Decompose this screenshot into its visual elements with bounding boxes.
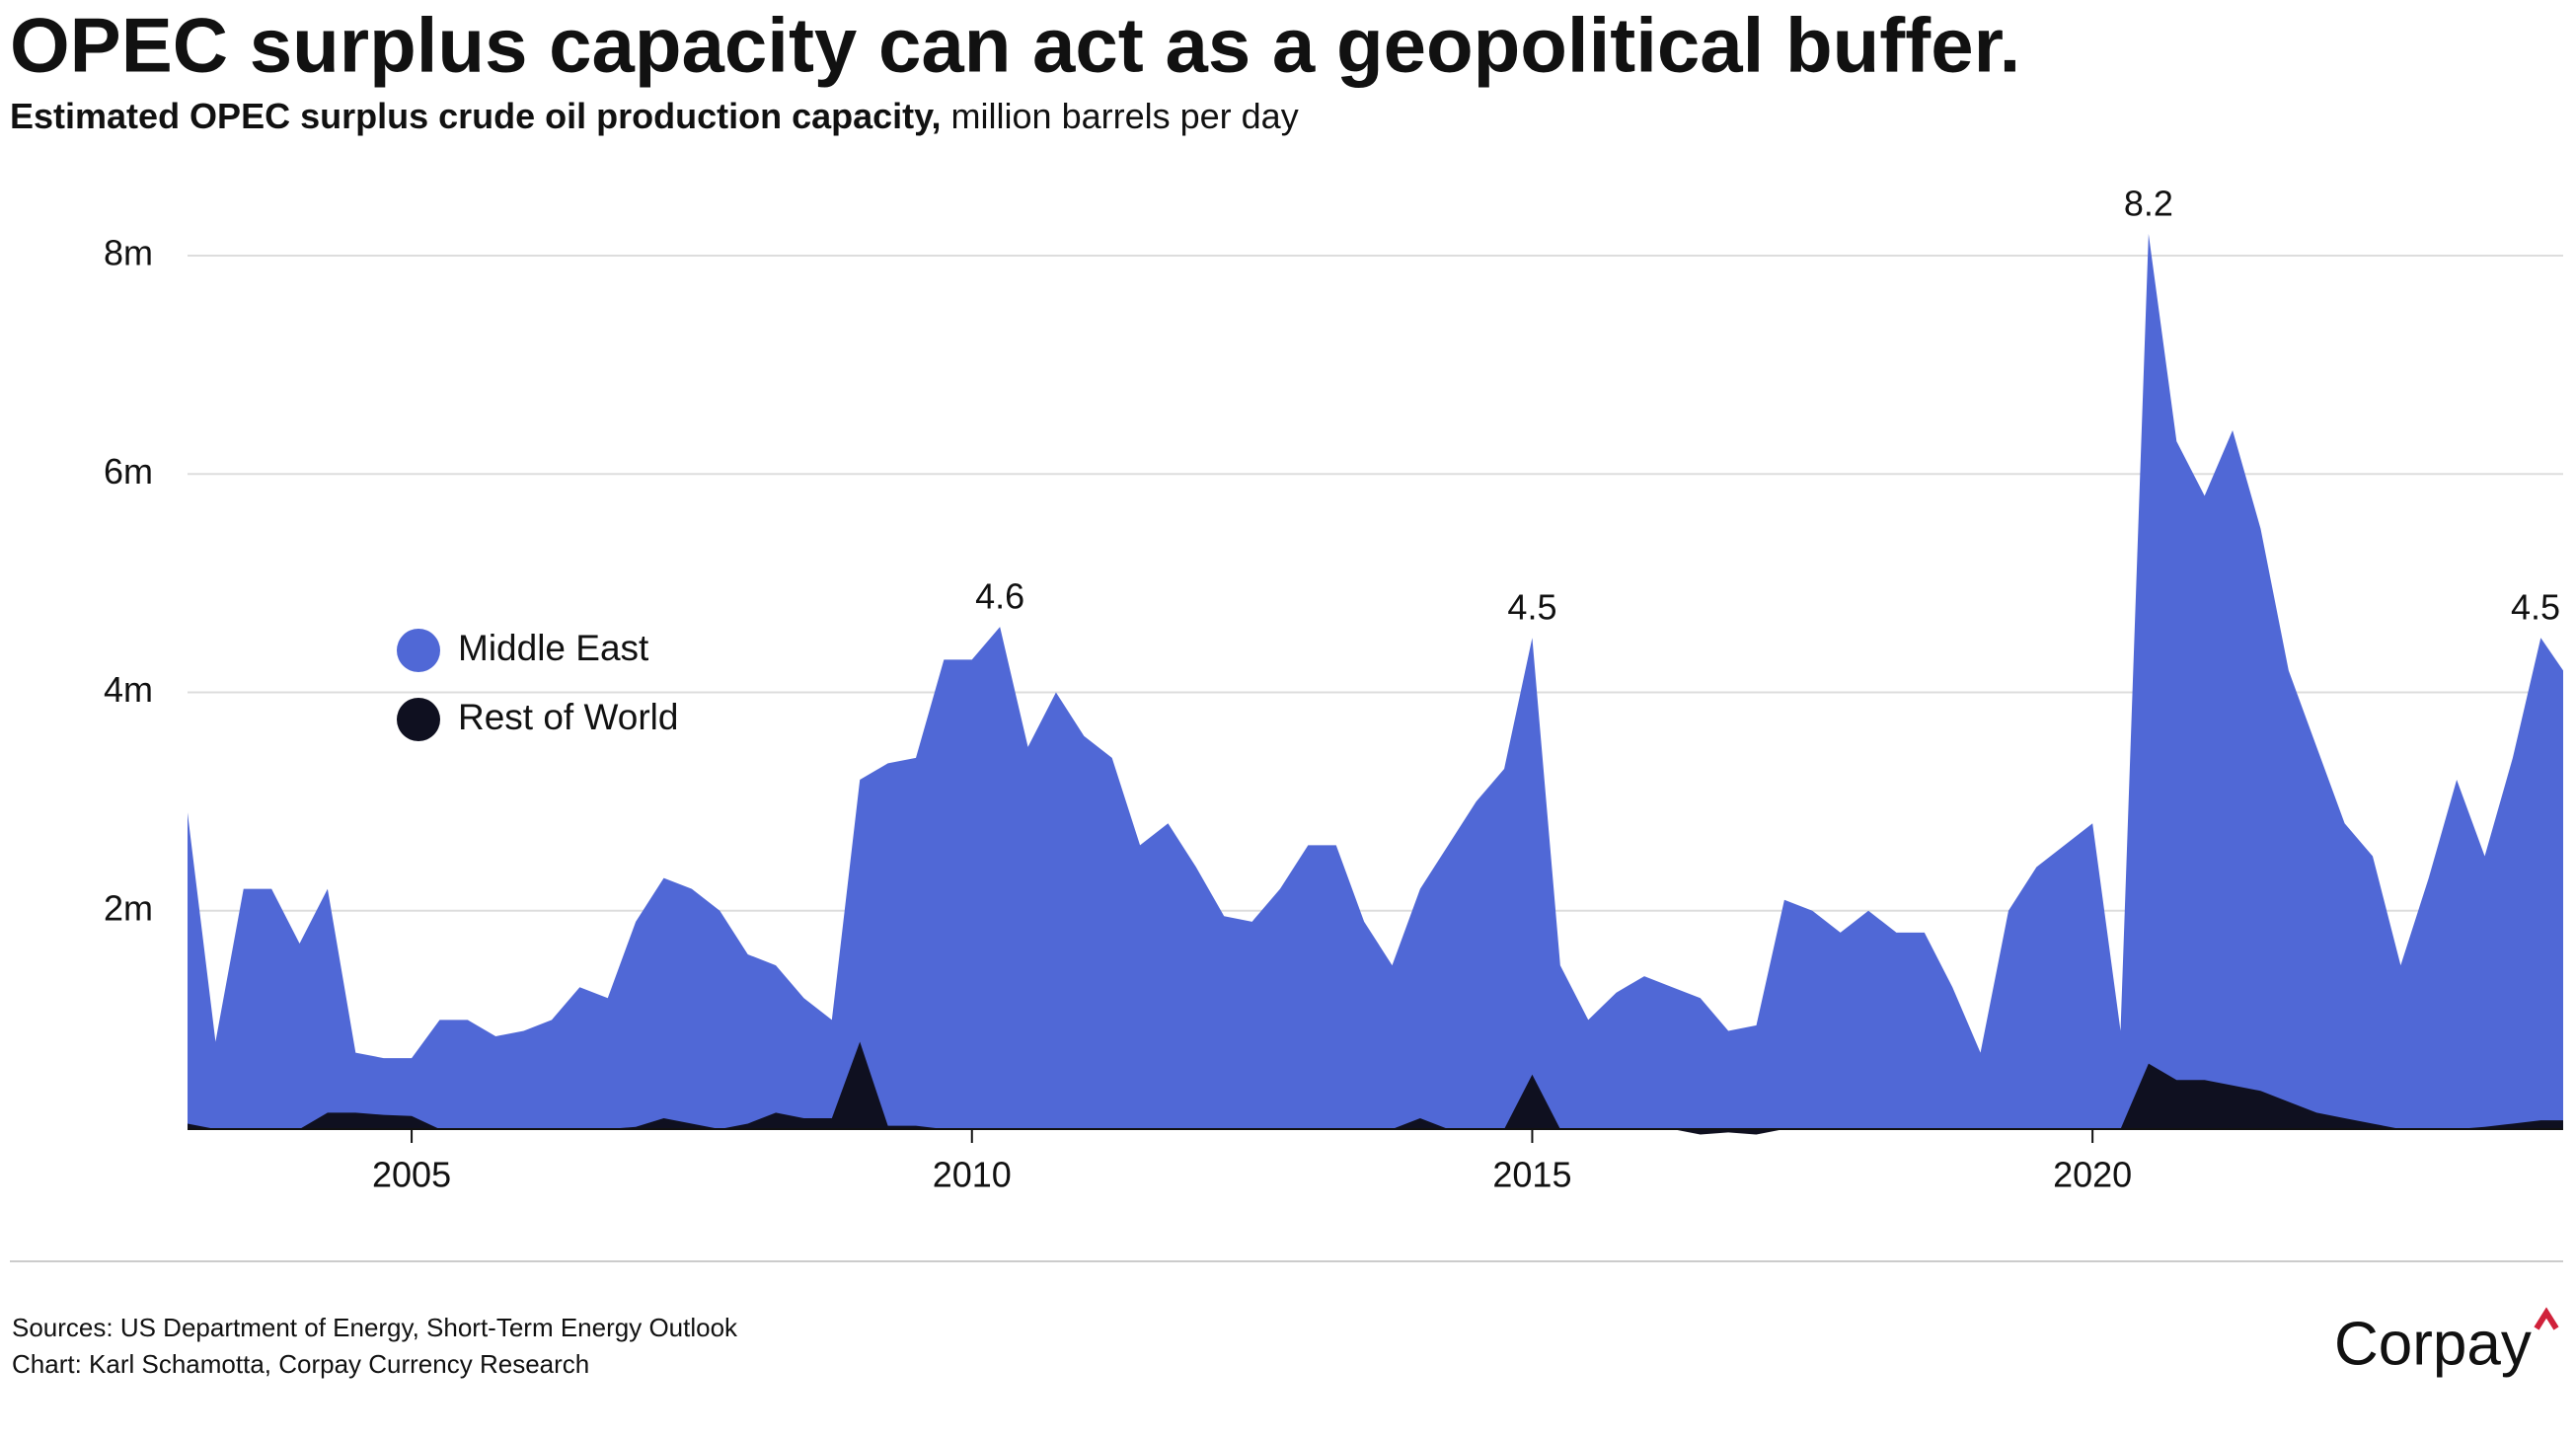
peak-label: 4.6 [975, 576, 1024, 617]
peak-label: 4.5 [1507, 587, 1556, 628]
x-tick-label: 2005 [372, 1155, 451, 1195]
y-tick-label: 8m [104, 233, 153, 273]
peak-label: 8.2 [2124, 183, 2173, 223]
peak-label: 4.5 [2511, 587, 2560, 628]
chart-subtitle: Estimated OPEC surplus crude oil product… [10, 96, 1299, 136]
area [188, 233, 2563, 1129]
legend-label: Middle East [458, 628, 649, 668]
plot: 2m 4m 6m 8m 2005 2010 2015 2020 4.6 4.5 8.2 4.5 Midd… [104, 183, 2563, 1195]
brand-caret [2534, 1307, 2559, 1330]
subtitle-units: million barrels per day [951, 96, 1299, 136]
y-tick-label: 4m [104, 669, 153, 710]
y-tick-label: 6m [104, 451, 153, 492]
legend-label: Rest of World [458, 697, 678, 737]
subtitle-main: Estimated OPEC surplus crude oil product… [10, 96, 942, 136]
sources: Sources: US Department of Energy, Short-… [12, 1313, 738, 1342]
x-tick-label: 2015 [1492, 1155, 1571, 1195]
legend-swatch [397, 698, 440, 741]
y-tick-label: 2m [104, 887, 153, 928]
brand-logo: Corpay [2334, 1310, 2532, 1378]
chart-title: OPEC surplus capacity can act as a geopo… [10, 2, 2020, 89]
area [188, 1041, 2563, 1135]
legend-swatch [397, 629, 440, 672]
x-tick-label: 2020 [2053, 1155, 2132, 1195]
credit: Chart: Karl Schamotta, Corpay Currency R… [12, 1349, 589, 1379]
x-tick-label: 2010 [933, 1155, 1012, 1195]
